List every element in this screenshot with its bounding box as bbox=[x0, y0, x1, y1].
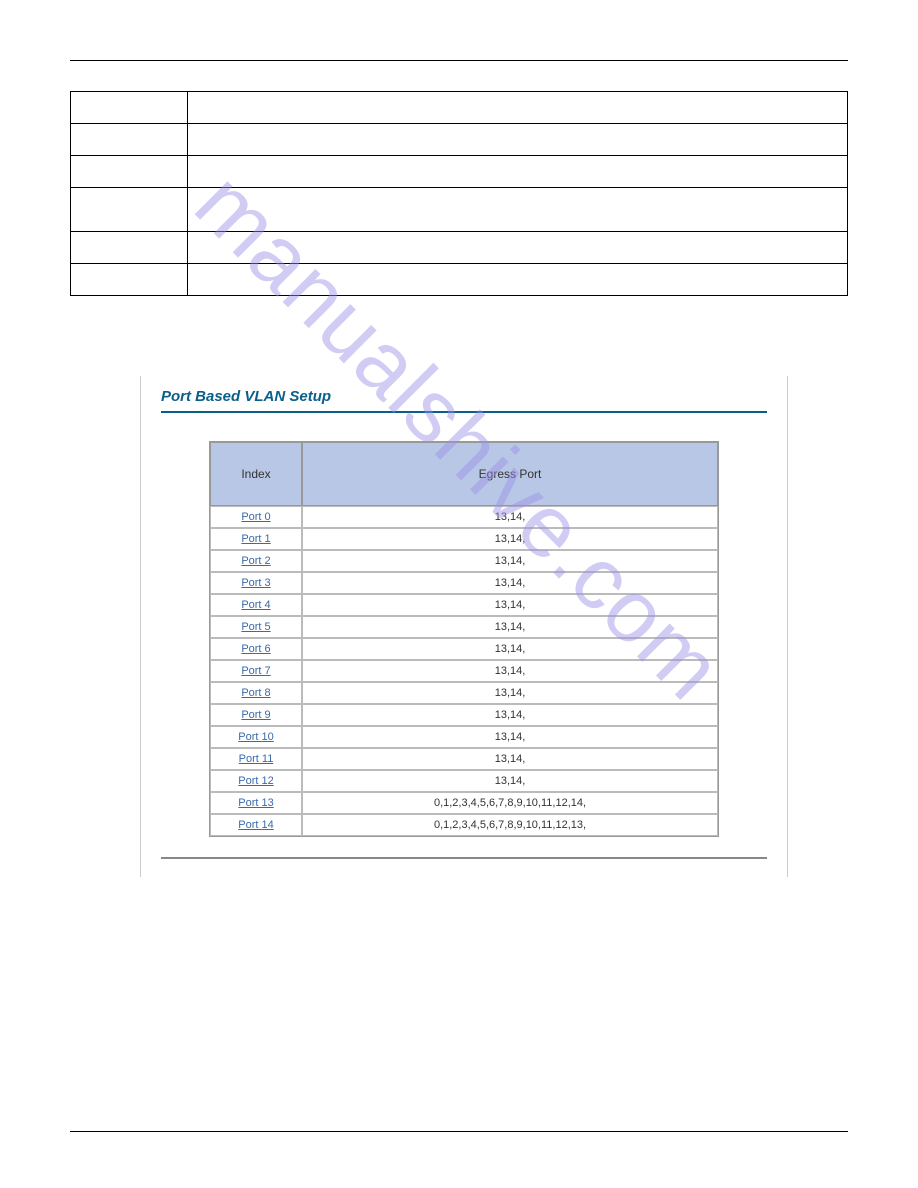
vlan-egress-cell: 13,14, bbox=[302, 770, 718, 792]
vlan-row: Port 10 13,14, bbox=[210, 726, 718, 748]
page: manualshive.com Port Based VLAN Setup In… bbox=[70, 60, 848, 877]
vlan-egress-cell: 13,14, bbox=[302, 638, 718, 660]
spec-cell-value bbox=[187, 92, 847, 124]
panel-title: Port Based VLAN Setup bbox=[161, 388, 767, 405]
spec-cell-value bbox=[187, 264, 847, 296]
col-header-egress: Egress Port bbox=[302, 442, 718, 506]
spec-row bbox=[71, 232, 848, 264]
spec-table bbox=[70, 91, 848, 296]
vlan-port-cell: Port 3 bbox=[210, 572, 302, 594]
vlan-table: Index Egress Port Port 0 13,14, Port 1 13,1… bbox=[209, 441, 719, 837]
spec-cell-value bbox=[187, 156, 847, 188]
vlan-port-link[interactable]: Port 0 bbox=[241, 511, 270, 523]
vlan-port-cell: Port 8 bbox=[210, 682, 302, 704]
vlan-port-cell: Port 12 bbox=[210, 770, 302, 792]
vlan-port-link[interactable]: Port 6 bbox=[241, 643, 270, 655]
spec-cell-value bbox=[187, 188, 847, 232]
panel-title-rule bbox=[161, 411, 767, 413]
vlan-port-link[interactable]: Port 7 bbox=[241, 665, 270, 677]
vlan-row: Port 11 13,14, bbox=[210, 748, 718, 770]
vlan-egress-cell: 13,14, bbox=[302, 572, 718, 594]
vlan-header-row: Index Egress Port bbox=[210, 442, 718, 506]
vlan-row: Port 7 13,14, bbox=[210, 660, 718, 682]
vlan-port-cell: Port 11 bbox=[210, 748, 302, 770]
vlan-row: Port 1 13,14, bbox=[210, 528, 718, 550]
vlan-port-link[interactable]: Port 8 bbox=[241, 687, 270, 699]
vlan-port-link[interactable]: Port 14 bbox=[238, 819, 273, 831]
vlan-port-link[interactable]: Port 2 bbox=[241, 555, 270, 567]
vlan-egress-cell: 13,14, bbox=[302, 726, 718, 748]
spec-cell-value bbox=[187, 232, 847, 264]
vlan-row: Port 2 13,14, bbox=[210, 550, 718, 572]
spec-cell-value bbox=[187, 124, 847, 156]
vlan-port-cell: Port 0 bbox=[210, 506, 302, 528]
vlan-port-cell: Port 10 bbox=[210, 726, 302, 748]
vlan-panel: Port Based VLAN Setup Index Egress Port … bbox=[140, 376, 788, 877]
vlan-row: Port 0 13,14, bbox=[210, 506, 718, 528]
vlan-egress-cell: 13,14, bbox=[302, 704, 718, 726]
vlan-egress-cell: 0,1,2,3,4,5,6,7,8,9,10,11,12,14, bbox=[302, 792, 718, 814]
vlan-egress-cell: 13,14, bbox=[302, 660, 718, 682]
vlan-port-cell: Port 5 bbox=[210, 616, 302, 638]
page-top-rule bbox=[70, 60, 848, 61]
vlan-egress-cell: 13,14, bbox=[302, 616, 718, 638]
spec-row bbox=[71, 92, 848, 124]
spec-row bbox=[71, 264, 848, 296]
vlan-egress-cell: 0,1,2,3,4,5,6,7,8,9,10,11,12,13, bbox=[302, 814, 718, 836]
page-bottom-rule bbox=[70, 1131, 848, 1132]
spec-cell-label bbox=[71, 92, 188, 124]
vlan-egress-cell: 13,14, bbox=[302, 528, 718, 550]
vlan-port-cell: Port 9 bbox=[210, 704, 302, 726]
vlan-row: Port 8 13,14, bbox=[210, 682, 718, 704]
vlan-port-cell: Port 13 bbox=[210, 792, 302, 814]
vlan-port-cell: Port 4 bbox=[210, 594, 302, 616]
vlan-port-link[interactable]: Port 12 bbox=[238, 775, 273, 787]
vlan-row: Port 13 0,1,2,3,4,5,6,7,8,9,10,11,12,14, bbox=[210, 792, 718, 814]
vlan-row: Port 3 13,14, bbox=[210, 572, 718, 594]
vlan-port-link[interactable]: Port 5 bbox=[241, 621, 270, 633]
vlan-port-cell: Port 6 bbox=[210, 638, 302, 660]
vlan-row: Port 4 13,14, bbox=[210, 594, 718, 616]
vlan-row: Port 14 0,1,2,3,4,5,6,7,8,9,10,11,12,13, bbox=[210, 814, 718, 836]
vlan-egress-cell: 13,14, bbox=[302, 506, 718, 528]
vlan-row: Port 5 13,14, bbox=[210, 616, 718, 638]
vlan-row: Port 6 13,14, bbox=[210, 638, 718, 660]
panel-bottom-rule bbox=[161, 857, 767, 859]
spec-cell-label bbox=[71, 124, 188, 156]
vlan-port-cell: Port 2 bbox=[210, 550, 302, 572]
vlan-row: Port 12 13,14, bbox=[210, 770, 718, 792]
spec-row bbox=[71, 124, 848, 156]
spec-row bbox=[71, 156, 848, 188]
spec-cell-label bbox=[71, 156, 188, 188]
col-header-index: Index bbox=[210, 442, 302, 506]
spec-row bbox=[71, 188, 848, 232]
vlan-egress-cell: 13,14, bbox=[302, 550, 718, 572]
vlan-port-link[interactable]: Port 1 bbox=[241, 533, 270, 545]
vlan-port-link[interactable]: Port 4 bbox=[241, 599, 270, 611]
vlan-port-link[interactable]: Port 13 bbox=[238, 797, 273, 809]
vlan-port-cell: Port 1 bbox=[210, 528, 302, 550]
vlan-egress-cell: 13,14, bbox=[302, 594, 718, 616]
vlan-port-link[interactable]: Port 3 bbox=[241, 577, 270, 589]
vlan-egress-cell: 13,14, bbox=[302, 682, 718, 704]
spec-cell-label bbox=[71, 232, 188, 264]
vlan-row: Port 9 13,14, bbox=[210, 704, 718, 726]
spec-cell-label bbox=[71, 264, 188, 296]
vlan-port-cell: Port 14 bbox=[210, 814, 302, 836]
vlan-port-link[interactable]: Port 11 bbox=[239, 753, 274, 765]
spec-cell-label bbox=[71, 188, 188, 232]
vlan-egress-cell: 13,14, bbox=[302, 748, 718, 770]
vlan-port-cell: Port 7 bbox=[210, 660, 302, 682]
vlan-port-link[interactable]: Port 10 bbox=[238, 731, 273, 743]
vlan-port-link[interactable]: Port 9 bbox=[241, 709, 270, 721]
